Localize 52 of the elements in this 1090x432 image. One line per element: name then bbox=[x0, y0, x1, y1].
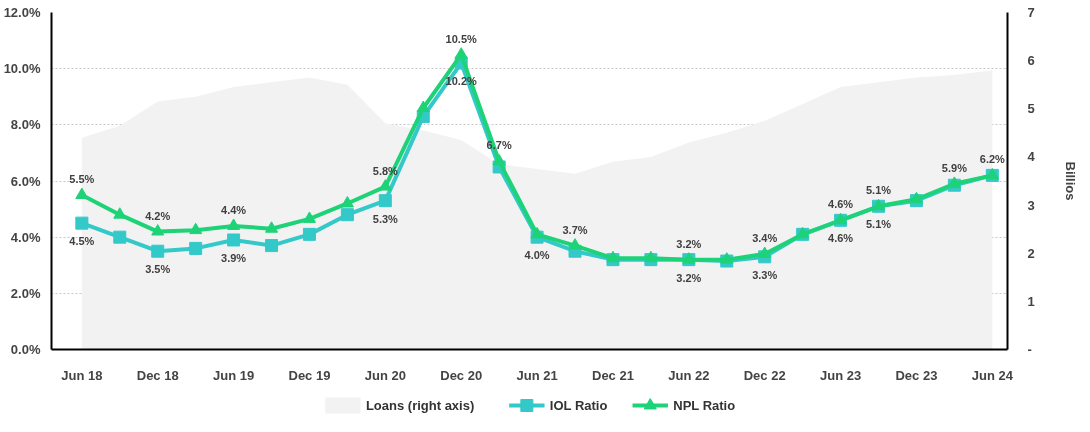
y2-tick-label: 1 bbox=[1027, 293, 1035, 309]
y-tick-label: 8.0% bbox=[10, 117, 41, 133]
data-label: 3.9% bbox=[221, 251, 247, 264]
x-tick-label: Jun 24 bbox=[971, 367, 1014, 383]
data-label: 5.1% bbox=[865, 184, 892, 197]
x-tick-label: Dec 18 bbox=[136, 367, 179, 383]
data-label: 3.2% bbox=[676, 237, 702, 250]
y2-tick-label: 6 bbox=[1027, 53, 1035, 69]
x-tick-label: Jun 19 bbox=[213, 367, 255, 383]
y-tick-label: 4.0% bbox=[10, 229, 41, 245]
data-label: 5.9% bbox=[941, 161, 968, 174]
y2-tick-label: - bbox=[1027, 342, 1032, 357]
y-tick-label: 10.0% bbox=[3, 61, 41, 77]
data-label: 6.2% bbox=[979, 153, 1006, 166]
y2-tick-label: 2 bbox=[1027, 245, 1035, 261]
legend-label: IOL Ratio bbox=[549, 398, 608, 413]
x-tick-label: Dec 20 bbox=[440, 367, 483, 383]
data-label: 4.0% bbox=[524, 249, 550, 262]
data-label: 3.2% bbox=[676, 271, 702, 284]
data-label: 3.3% bbox=[752, 268, 778, 281]
data-label: 5.1% bbox=[865, 218, 892, 231]
x-tick-label: Dec 19 bbox=[288, 367, 331, 383]
data-label: 4.6% bbox=[828, 198, 854, 211]
y2-tick-label: 4 bbox=[1027, 149, 1036, 165]
x-tick-label: Jun 20 bbox=[364, 367, 406, 383]
x-tick-label: Dec 22 bbox=[743, 367, 786, 383]
y2-tick-label: 7 bbox=[1027, 5, 1035, 20]
data-label: 3.5% bbox=[145, 263, 171, 276]
y-tick-label: 2.0% bbox=[10, 285, 41, 301]
y2-axis-title: Billios bbox=[1062, 161, 1078, 201]
data-label: 3.7% bbox=[562, 223, 588, 236]
y-tick-label: 6.0% bbox=[10, 173, 41, 189]
data-label: 5.5% bbox=[69, 173, 95, 186]
y2-tick-label: 5 bbox=[1027, 101, 1035, 117]
x-tick-label: Jun 21 bbox=[516, 367, 558, 383]
x-tick-label: Dec 21 bbox=[592, 367, 634, 383]
y-tick-label: 0.0% bbox=[10, 342, 41, 357]
x-tick-label: Jun 18 bbox=[61, 367, 103, 383]
data-label: 4.4% bbox=[221, 203, 247, 216]
data-label: 3.4% bbox=[752, 232, 778, 245]
legend-label: Loans (right axis) bbox=[365, 398, 475, 413]
x-tick-label: Jun 23 bbox=[819, 367, 862, 383]
data-label: 10.5% bbox=[445, 32, 478, 45]
x-tick-label: Dec 23 bbox=[895, 367, 938, 383]
data-label: 4.2% bbox=[145, 209, 171, 222]
x-tick-label: Jun 22 bbox=[668, 367, 710, 383]
data-label: 5.3% bbox=[372, 212, 399, 225]
data-label: 4.6% bbox=[828, 232, 854, 245]
y-tick-label: 12.0% bbox=[3, 5, 41, 20]
legend-label: NPL Ratio bbox=[673, 398, 736, 413]
y2-tick-label: 3 bbox=[1027, 197, 1035, 213]
data-label: 4.5% bbox=[69, 235, 95, 248]
